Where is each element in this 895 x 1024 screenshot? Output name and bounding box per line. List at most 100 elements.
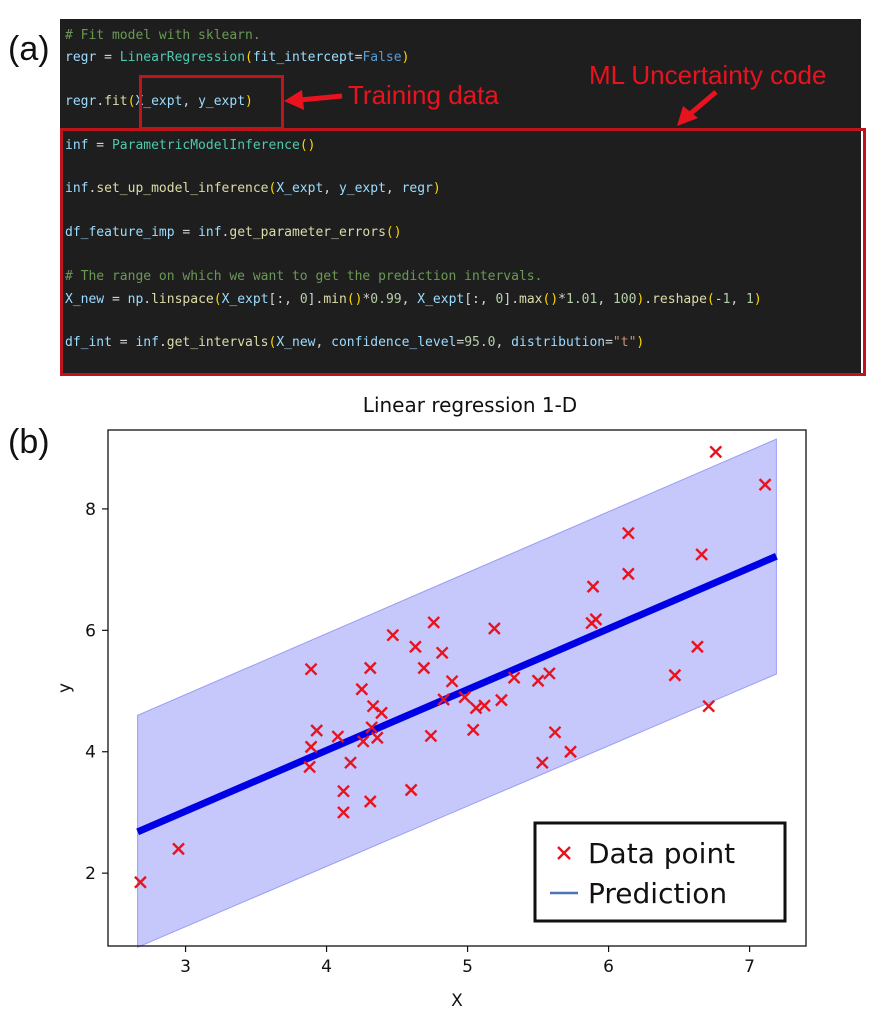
code-token: = [111, 335, 136, 350]
data-point-marker [134, 875, 147, 889]
data-point-stroke [356, 735, 370, 748]
data-point-stroke [495, 693, 508, 707]
axes-frame [107, 429, 807, 947]
prediction-line [136, 553, 778, 836]
code-line: regr = LinearRegression(fit_intercept=Fa… [65, 50, 409, 65]
data-point-marker [435, 646, 449, 660]
data-point-marker [386, 628, 400, 642]
data-point-stroke [337, 806, 350, 819]
data-point-stroke [375, 706, 388, 720]
data-point-stroke [134, 875, 147, 889]
data-point-marker [366, 699, 380, 713]
code-token: 0 [495, 292, 504, 307]
code-token: 1 [746, 292, 754, 307]
code-token: ]. [503, 292, 520, 307]
training-data-annotation: Training data [348, 80, 499, 110]
data-point-marker [548, 725, 562, 739]
data-point-marker [478, 699, 491, 712]
data-point-marker [535, 756, 549, 770]
code-token: = [456, 335, 465, 350]
code-token: # The range on which we want to get the … [65, 269, 543, 284]
data-point-stroke [478, 699, 491, 712]
code-token: inf [135, 335, 159, 350]
training-data-highlight-box [139, 75, 284, 130]
data-point-stroke [437, 693, 450, 706]
data-point-stroke [386, 628, 400, 642]
code-token: * [362, 292, 371, 307]
data-point-stroke [404, 783, 418, 797]
panel-label-a: (a) [8, 30, 50, 68]
code-token: linspace [151, 292, 214, 307]
code-token: np [127, 292, 144, 307]
code-token: ( [245, 50, 253, 65]
data-point-stroke [548, 725, 562, 739]
code-token: , [323, 181, 339, 196]
x-tick-label: 5 [462, 957, 473, 977]
data-point-stroke [466, 723, 480, 737]
code-token: inf [198, 225, 222, 240]
data-point-stroke [344, 756, 357, 770]
data-point-marker [404, 783, 418, 797]
code-line: inf.set_up_model_inference(X_expt, y_exp… [65, 181, 441, 196]
uncertainty-code-annotation: ML Uncertainty code [589, 60, 827, 90]
data-point-stroke [668, 668, 682, 682]
code-token: "t" [612, 335, 637, 350]
data-point-stroke [621, 567, 635, 581]
data-point-marker [375, 706, 388, 720]
code-token: y_expt [198, 94, 246, 109]
code-token: ( [268, 335, 277, 350]
data-point-stroke [304, 740, 318, 754]
data-point-stroke [691, 640, 704, 654]
code-token: . [221, 225, 230, 240]
y-tick-label: 4 [85, 743, 96, 763]
legend-label-prediction: Prediction [588, 877, 727, 910]
code-editor: # Fit model with sklearn. regr = LinearRe… [60, 19, 861, 375]
data-point-marker [303, 760, 316, 774]
code-token: , [597, 292, 613, 307]
code-token: fit [104, 94, 128, 109]
code-token: regr [65, 94, 97, 109]
data-point-stroke [370, 731, 384, 745]
data-point-marker [437, 693, 450, 706]
code-token: = [174, 225, 199, 240]
data-point-marker [458, 690, 472, 704]
data-point-marker [409, 640, 422, 654]
data-point-marker [337, 784, 350, 798]
data-point-marker [495, 693, 508, 707]
data-point-marker [445, 674, 459, 688]
data-point-marker [621, 526, 635, 540]
x-tick-label: 3 [180, 957, 191, 977]
code-token: () [346, 292, 363, 307]
data-point-stroke [531, 674, 545, 688]
data-point-stroke [424, 729, 438, 743]
code-token: inf [65, 181, 89, 196]
code-token: ( [268, 181, 277, 196]
code-token: # Fit model with sklearn. [65, 28, 261, 43]
x-tick-label: 4 [321, 957, 332, 977]
code-token: ( [127, 94, 136, 109]
data-point-stroke [589, 613, 603, 626]
code-token: [:, [268, 292, 300, 307]
code-token: 100 [612, 292, 637, 307]
code-token: 1 [722, 292, 731, 307]
data-point-marker [337, 806, 350, 819]
code-line: X_new = np.linspace(X_expt[:, 0].min()*0… [65, 292, 762, 307]
code-token: ( [706, 292, 715, 307]
data-point-marker [344, 756, 357, 770]
chart-title: Linear regression 1-D [363, 393, 577, 417]
code-token: ) [245, 94, 253, 109]
code-token: . [88, 181, 97, 196]
data-point-marker [331, 730, 345, 743]
legend-label-data-point: Data point [588, 837, 735, 870]
data-point-stroke [417, 661, 431, 675]
code-token: reshape [652, 292, 707, 307]
code-token: = [104, 292, 128, 307]
x-axis-label: X [451, 991, 463, 1011]
code-token: X_expt [221, 292, 269, 307]
panel-label-b: (b) [8, 423, 50, 461]
data-point-stroke [507, 671, 521, 685]
code-token: () [385, 225, 402, 240]
code-token: , [182, 94, 199, 109]
data-point-marker [365, 721, 379, 734]
data-point-stroke [331, 730, 345, 743]
